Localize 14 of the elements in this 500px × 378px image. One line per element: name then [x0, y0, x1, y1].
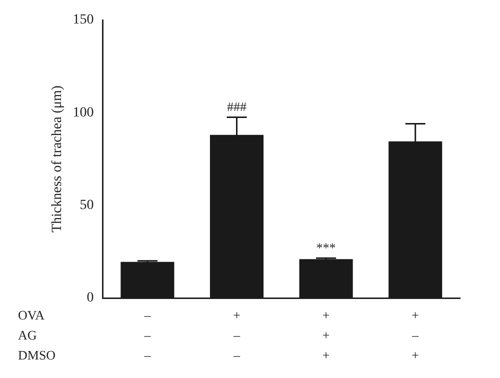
annotation: ***	[316, 240, 336, 256]
x-tick-label: + + +	[322, 307, 330, 362]
text: DMSO	[18, 347, 56, 362]
x-tick-label: – – –	[143, 307, 152, 362]
text: AG	[18, 327, 37, 342]
annotation: ###	[227, 99, 247, 114]
y-tick-label: 0	[86, 290, 94, 306]
x-tick-label: + – +	[411, 307, 420, 362]
x-tick-label: + – –	[232, 307, 240, 362]
y-tick-label: 50	[80, 198, 94, 214]
y-axis-title: Thickness of trachea (μm)	[50, 85, 66, 233]
y-tick-label: 150	[72, 12, 94, 28]
text: OVA	[18, 307, 46, 322]
y-tick-label: 100	[72, 105, 94, 120]
